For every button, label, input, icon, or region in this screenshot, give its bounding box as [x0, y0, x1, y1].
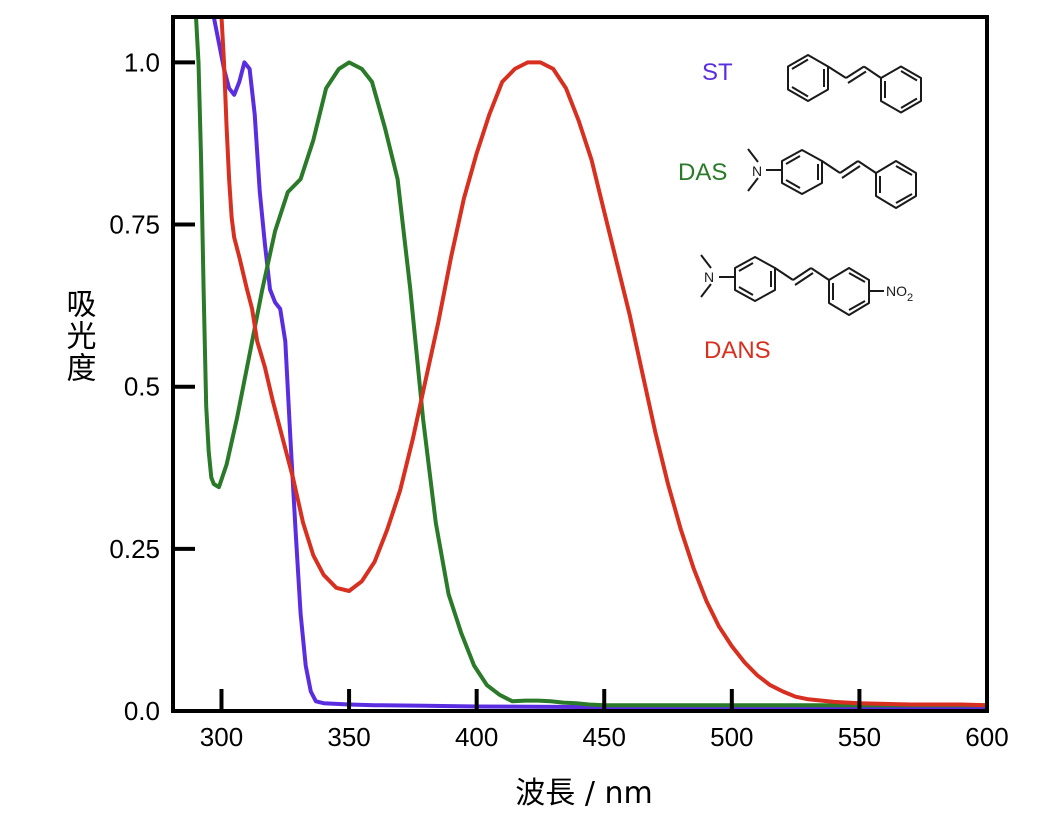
- x-tick-label: 300: [200, 722, 243, 752]
- x-tick-label: 400: [455, 722, 498, 752]
- y-tick-label: 1.0: [124, 47, 160, 77]
- x-tick-label: 500: [710, 722, 753, 752]
- legend-label-dans: DANS: [704, 337, 771, 364]
- series-layer: [194, 15, 988, 710]
- stilbene-structure-icon: [787, 54, 922, 114]
- ticks-layer: 300 350 400 450 500 550 600 0.0 0.25 0.5 0.75 1.0: [109, 47, 1008, 752]
- legend-label-das: DAS: [678, 159, 727, 186]
- y-tick-label: 0.0: [124, 696, 160, 726]
- dans-structure-icon: N NO2: [700, 254, 913, 316]
- series-line-das: [194, 16, 987, 708]
- dans-amine-n: N: [704, 269, 714, 285]
- das-structure-icon: N: [747, 148, 917, 209]
- x-tick-label: 550: [838, 722, 881, 752]
- x-tick-label: 600: [965, 722, 1008, 752]
- y-tick-label: 0.75: [109, 210, 160, 240]
- series-line-st: [208, 15, 987, 710]
- y-tick-label: 0.25: [109, 534, 160, 564]
- dans-nitro-label: NO2: [886, 283, 913, 304]
- das-amine-n: N: [752, 163, 762, 179]
- plot-frame: [171, 15, 989, 713]
- y-tick-label: 0.5: [124, 372, 160, 402]
- x-tick-label: 350: [327, 722, 370, 752]
- series-line-dans: [219, 16, 988, 708]
- x-axis-title: 波長 / nm: [515, 776, 652, 811]
- y-axis-title: 吸光度: [61, 288, 96, 384]
- x-tick-label: 450: [583, 722, 626, 752]
- legend: ST DAS DANS: [678, 59, 771, 364]
- legend-label-st: ST: [702, 59, 733, 86]
